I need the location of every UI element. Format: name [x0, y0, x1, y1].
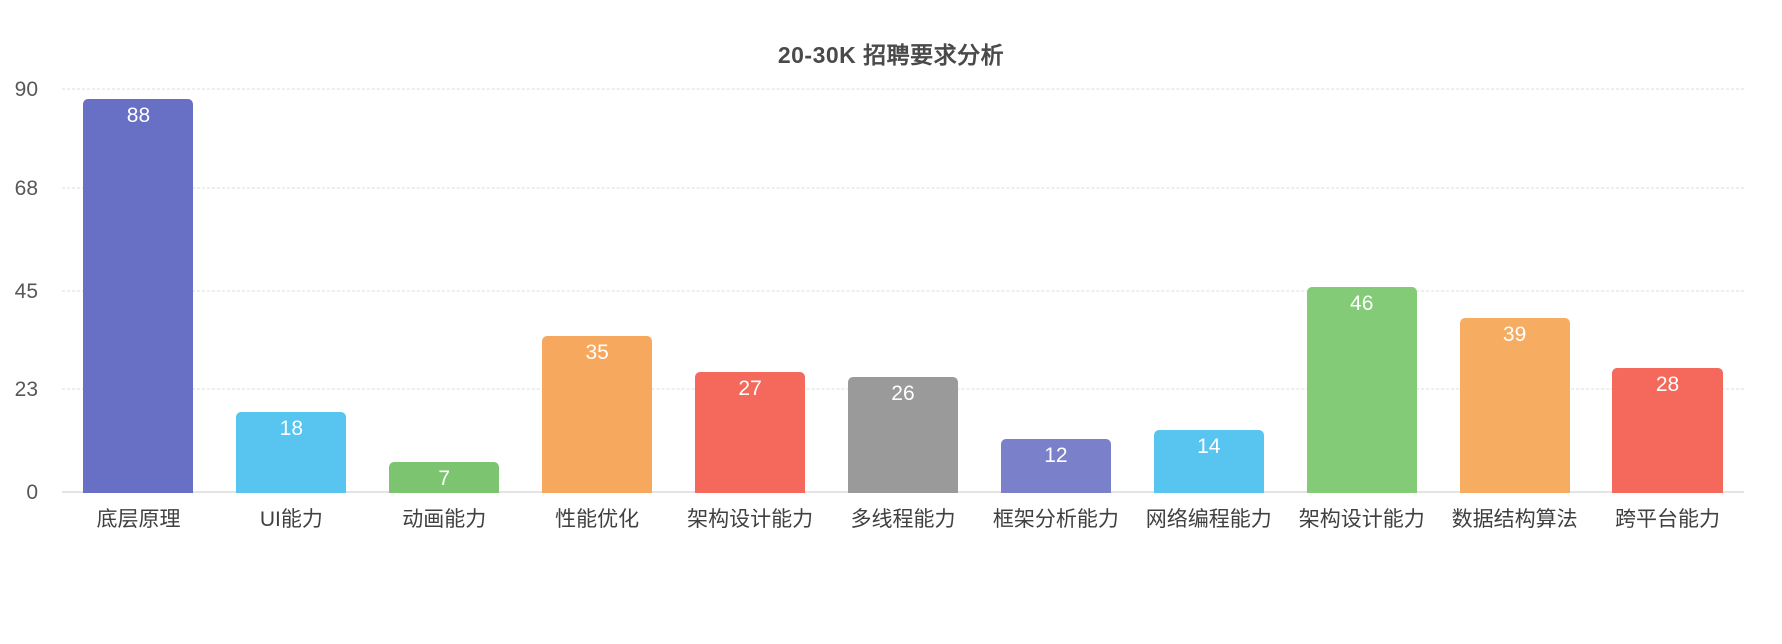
- bar-value-label: 46: [1350, 292, 1374, 316]
- bar-网络编程能力[interactable]: 14: [1153, 430, 1264, 493]
- bar-band: 18: [215, 90, 368, 493]
- x-tick-label-底层原理: 底层原理: [96, 508, 181, 531]
- bar-value-label: 28: [1655, 372, 1680, 396]
- bar-band: 27: [674, 90, 827, 493]
- bar-底层原理[interactable]: 88: [83, 98, 194, 493]
- x-tick-label-UI能力: UI能力: [259, 508, 323, 531]
- y-tick-label-90: 90: [14, 78, 38, 101]
- x-tick-label-多线程能力: 多线程能力: [850, 508, 956, 531]
- x-tick-label-性能优化: 性能优化: [555, 508, 640, 531]
- bar-band: 12: [979, 90, 1132, 493]
- bar-value-label: 35: [585, 341, 609, 365]
- x-tick-label-跨平台能力: 跨平台能力: [1615, 508, 1721, 531]
- bar-value-label: 12: [1044, 444, 1068, 468]
- bar-band: 35: [521, 90, 674, 493]
- x-tick-label-动画能力: 动画能力: [402, 508, 487, 531]
- plot-area: 88 18 7 35 27 26 12 14 46 39 28: [62, 88, 1744, 493]
- x-tick-label-网络编程能力: 网络编程能力: [1145, 508, 1272, 531]
- bar-UI能力[interactable]: 18: [236, 412, 347, 493]
- y-tick-label-68: 68: [14, 176, 38, 200]
- bar-value-label: 88: [126, 103, 151, 127]
- bar-value-label: 27: [738, 377, 762, 401]
- bar-band: 7: [368, 90, 521, 493]
- bar-value-label: 26: [891, 381, 915, 405]
- bar-数据结构算法[interactable]: 39: [1459, 318, 1570, 493]
- y-tick-label-23: 23: [14, 378, 38, 402]
- x-tick-label-框架分析能力: 框架分析能力: [992, 508, 1119, 531]
- bar-value-label: 7: [438, 466, 451, 490]
- x-axis-labels: 底层原理 UI能力 动画能力 性能优化 架构设计能力 多线程能力 框架分析能力 网络编程能力 架…: [62, 503, 1744, 533]
- x-tick-label-架构设计能力: 架构设计能力: [687, 508, 814, 531]
- bar-架构设计能力[interactable]: 27: [695, 372, 806, 493]
- gridline-68: [62, 187, 1744, 189]
- bar-band: 88: [62, 90, 215, 493]
- bar-value-label: 39: [1502, 323, 1527, 347]
- bar-多线程能力[interactable]: 26: [847, 376, 959, 493]
- y-tick-label-45: 45: [14, 279, 38, 303]
- bar-架构设计能力[interactable]: 46: [1306, 287, 1417, 493]
- bar-value-label: 18: [279, 417, 304, 441]
- bars-container: 88 18 7 35 27 26 12 14 46 39 28: [62, 90, 1744, 493]
- chart-title: 20-30K 招聘要求分析: [777, 42, 1005, 68]
- bar-value-label: 14: [1197, 435, 1221, 459]
- x-tick-label-架构设计能力: 架构设计能力: [1298, 508, 1425, 531]
- y-tick-label-0: 0: [26, 481, 38, 504]
- bar-band: 14: [1132, 90, 1285, 493]
- bar-band: 26: [827, 90, 980, 493]
- gridline-45: [62, 290, 1744, 291]
- bar-band: 46: [1285, 90, 1438, 493]
- x-tick-label-数据结构算法: 数据结构算法: [1451, 508, 1578, 531]
- bar-动画能力[interactable]: 7: [389, 461, 500, 493]
- gridline-90: [62, 88, 1744, 90]
- bar-性能优化[interactable]: 35: [542, 336, 653, 493]
- bar-跨平台能力[interactable]: 28: [1612, 367, 1723, 493]
- bar-框架分析能力[interactable]: 12: [1000, 439, 1111, 493]
- bar-band: 39: [1438, 90, 1591, 493]
- y-axis-labels: 0 23 45 68 90: [0, 78, 48, 504]
- bar-band: 28: [1591, 90, 1744, 493]
